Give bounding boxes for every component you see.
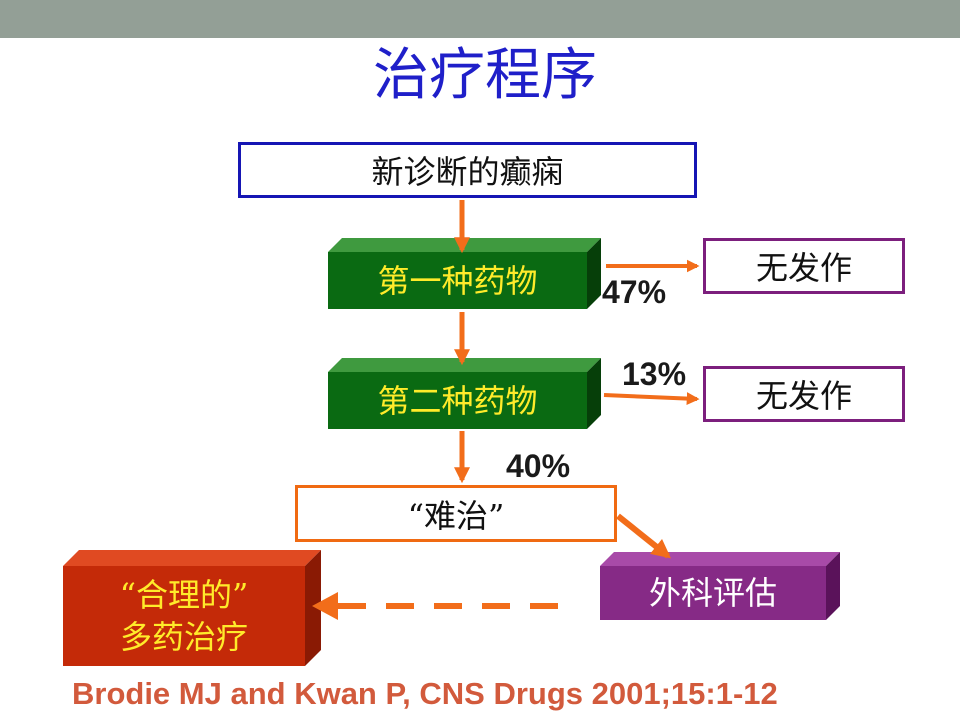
dashed-arrowhead	[312, 592, 338, 620]
node-second-drug: 第二种药物	[377, 381, 538, 420]
arrow-refractory-to-surgery	[616, 513, 671, 559]
arrow-second-to-free	[603, 392, 700, 405]
percent-second-drug: 13%	[622, 356, 687, 392]
node-seizure-free-2: 无发作	[703, 366, 905, 422]
block-rational-polytherapy	[63, 550, 321, 666]
percent-refractory: 40%	[506, 448, 571, 484]
citation: Brodie MJ and Kwan P, CNS Drugs 2001;15:…	[72, 676, 778, 711]
slide-title: 治疗程序	[373, 43, 597, 108]
rational-polytherapy-line1: “合理的”	[119, 576, 249, 614]
node-rational-polytherapy: “合理的” 多药治疗	[63, 574, 305, 658]
node-first-drug: 第一种药物	[377, 261, 538, 300]
top-band	[0, 0, 960, 38]
rational-polytherapy-line2: 多药治疗	[119, 618, 248, 656]
node-surgical-evaluation: 外科评估	[648, 574, 777, 612]
node-new-diagnosis: 新诊断的癫痫	[238, 142, 697, 198]
node-seizure-free-1: 无发作	[703, 238, 905, 294]
percent-first-drug: 47%	[602, 274, 667, 310]
node-refractory: “难治”	[295, 485, 617, 542]
block-surgical-evaluation	[600, 552, 840, 620]
